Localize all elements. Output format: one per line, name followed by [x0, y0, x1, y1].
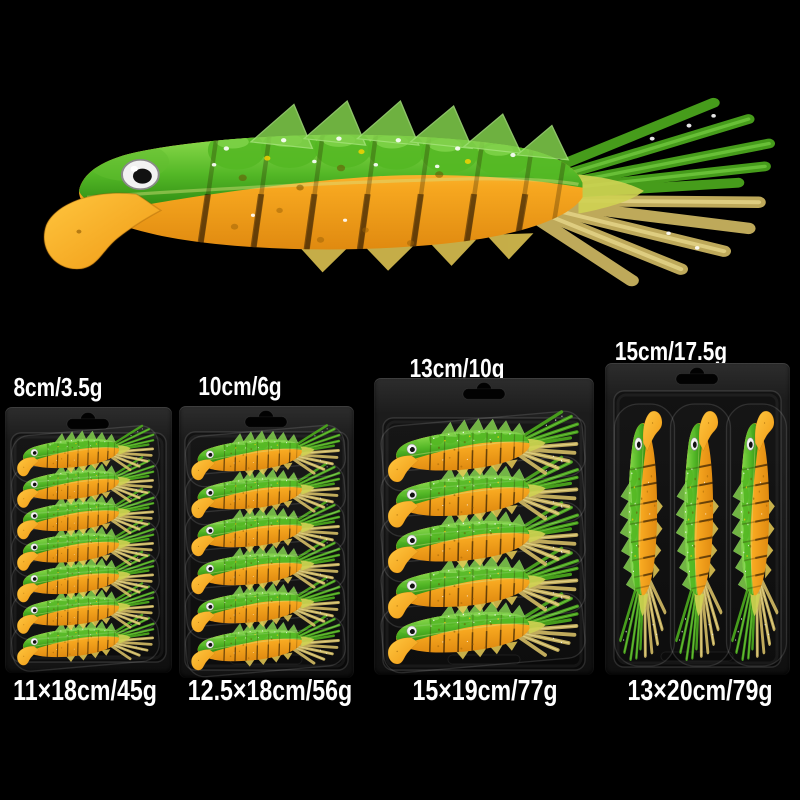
blister-bubble	[669, 403, 732, 667]
packed-lure	[613, 403, 676, 667]
pack-size-label: 13cm/10g	[409, 353, 505, 383]
blister-bubble	[184, 424, 347, 488]
packed-lure	[11, 424, 160, 483]
blister-pack-1	[5, 407, 172, 673]
pack-dimensions-label: 12.5×18cm/56g	[187, 675, 353, 707]
packed-lure	[380, 410, 586, 492]
pack-dimensions-label: 15×19cm/77g	[412, 675, 558, 707]
blister-pack-4	[605, 363, 790, 675]
pack-dimensions-label: 13×20cm/79g	[627, 675, 773, 707]
pack-size-label: 10cm/6g	[198, 371, 282, 401]
blister-bubble	[613, 403, 676, 667]
blister-pack-2	[179, 406, 354, 678]
blister-bubble	[725, 403, 788, 667]
blister-bubble	[380, 410, 586, 492]
hero-lure-graphic	[38, 93, 775, 305]
packed-lure	[669, 403, 732, 667]
pack-dimensions-label: 11×18cm/45g	[13, 675, 157, 707]
hang-slot	[462, 382, 506, 400]
packed-lure	[184, 424, 347, 488]
tray-recess	[660, 651, 734, 662]
pack-size-label: 8cm/3.5g	[13, 372, 103, 402]
hang-slot	[66, 412, 110, 430]
packed-lure	[725, 403, 788, 667]
pack-size-label: 15cm/17.5g	[614, 336, 728, 366]
blister-pack-3	[374, 378, 594, 675]
hang-slot	[244, 410, 288, 428]
blister-bubble	[11, 425, 160, 483]
tray-recess	[447, 654, 521, 665]
hang-slot	[675, 367, 719, 385]
